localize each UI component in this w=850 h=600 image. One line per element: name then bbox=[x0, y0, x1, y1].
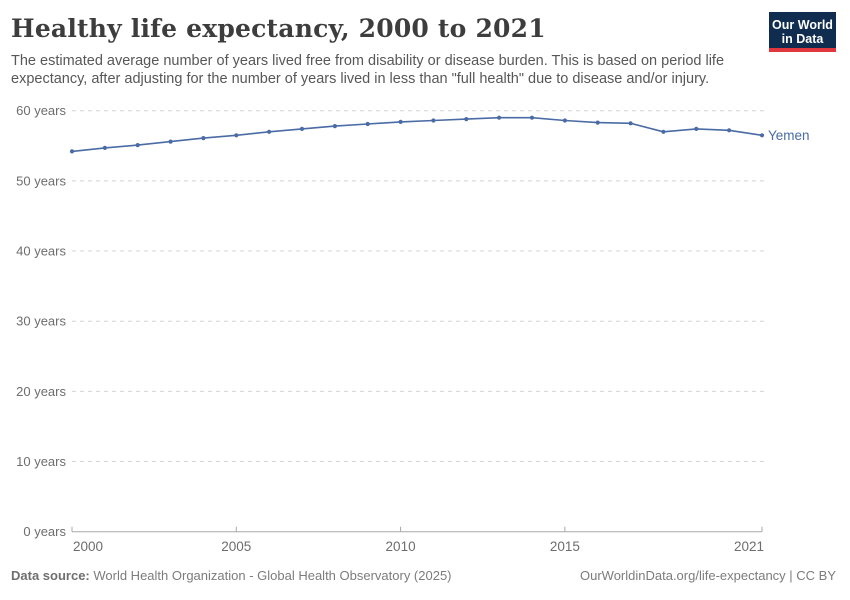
owid-logo-line1: Our World bbox=[772, 18, 833, 32]
y-tick-label: 50 years bbox=[16, 173, 66, 188]
series-end-label: Yemen bbox=[768, 128, 810, 143]
owid-logo[interactable]: Our World in Data bbox=[769, 12, 836, 52]
data-point bbox=[365, 121, 370, 127]
data-point bbox=[234, 133, 239, 138]
x-tick-label: 2021 bbox=[734, 539, 764, 554]
data-point bbox=[661, 129, 666, 134]
data-point bbox=[529, 115, 535, 120]
data-point bbox=[299, 126, 305, 131]
y-tick-label: 20 years bbox=[16, 384, 66, 399]
chart-footer: Data source: World Health Organization -… bbox=[11, 568, 836, 583]
data-source-text: World Health Organization - Global Healt… bbox=[89, 568, 452, 583]
x-tick-label: 2015 bbox=[550, 539, 580, 554]
data-point bbox=[201, 136, 206, 141]
data-point bbox=[464, 117, 469, 122]
data-point bbox=[168, 139, 173, 144]
data-point bbox=[628, 121, 633, 126]
chart-subtitle: The estimated average number of years li… bbox=[11, 53, 725, 87]
data-point bbox=[398, 119, 403, 124]
x-tick-label: 2000 bbox=[73, 539, 103, 554]
data-point bbox=[69, 149, 75, 154]
owid-logo-line2: in Data bbox=[781, 32, 824, 46]
owid-logo-red-bar bbox=[769, 48, 836, 52]
page-title: Healthy life expectancy, 2000 to 2021 bbox=[11, 14, 546, 43]
y-tick-label: 40 years bbox=[16, 244, 66, 259]
data-point bbox=[135, 143, 140, 148]
data-source-label: Data source: bbox=[11, 568, 90, 583]
series-line bbox=[71, 116, 763, 153]
data-source-note: Data source: World Health Organization -… bbox=[11, 568, 452, 583]
data-point bbox=[497, 115, 502, 120]
data-point bbox=[759, 133, 765, 138]
data-point bbox=[595, 120, 600, 125]
y-tick-label: 10 years bbox=[16, 454, 66, 469]
license-link[interactable]: OurWorldinData.org/life-expectancy | CC … bbox=[579, 568, 836, 583]
data-point bbox=[332, 124, 337, 129]
x-tick-label: 2010 bbox=[386, 539, 416, 554]
data-point bbox=[727, 128, 732, 133]
x-tick-label: 2005 bbox=[221, 539, 251, 554]
data-point bbox=[267, 129, 272, 134]
data-point bbox=[102, 145, 107, 150]
data-point bbox=[694, 126, 699, 131]
data-point bbox=[431, 118, 436, 123]
y-tick-label: 30 years bbox=[16, 314, 66, 329]
y-tick-label: 60 years bbox=[16, 103, 66, 118]
data-point bbox=[562, 118, 568, 123]
y-tick-label: 0 years bbox=[23, 524, 66, 539]
